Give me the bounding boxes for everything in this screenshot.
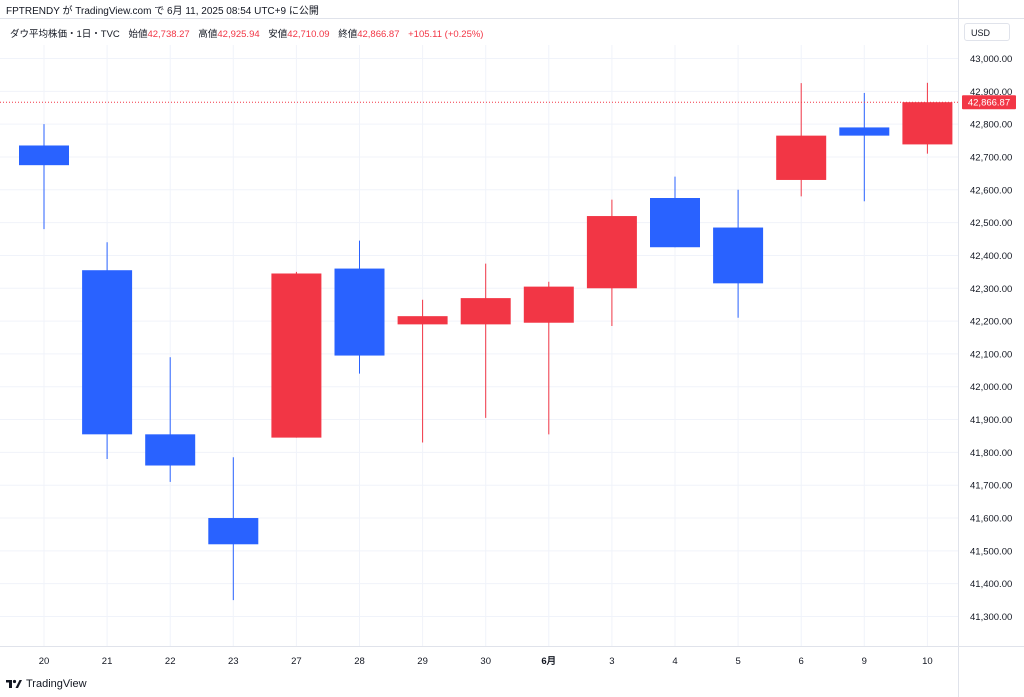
- y-tick-label: 42,500.00: [970, 218, 1012, 229]
- y-tick-label: 41,800.00: [970, 448, 1012, 459]
- last-price-badge: [962, 95, 1016, 110]
- x-tick-label: 20: [39, 656, 50, 667]
- candle-body: [208, 518, 259, 545]
- low-value: 42,710.09: [287, 29, 330, 40]
- candle-body: [397, 316, 448, 325]
- footer-brand: TradingView: [26, 678, 87, 690]
- candle-body: [82, 270, 133, 435]
- x-tick-label: 10: [922, 656, 933, 667]
- publish-particle-de: で: [154, 6, 165, 17]
- candle-body: [334, 268, 385, 356]
- y-tick-label: 42,800.00: [970, 120, 1012, 131]
- candle-body: [523, 286, 574, 323]
- y-tick-label: 41,600.00: [970, 514, 1012, 525]
- tradingview-logo-icon: [6, 679, 22, 688]
- candle-body: [460, 298, 511, 325]
- x-tick-label: 6: [799, 656, 804, 667]
- x-tick-label: 30: [480, 656, 491, 667]
- candle-body: [902, 102, 953, 145]
- site-name: TradingView.com: [75, 6, 152, 17]
- y-tick-label: 41,300.00: [970, 612, 1012, 623]
- x-tick-label: 23: [228, 656, 239, 667]
- open-label: 始値: [128, 29, 148, 40]
- publish-datetime: 6月 11, 2025 08:54 UTC+9: [167, 6, 287, 17]
- x-tick-label: 9: [862, 656, 867, 667]
- close-label: 終値: [338, 29, 358, 40]
- y-tick-label: 42,300.00: [970, 284, 1012, 295]
- x-tick-label: 29: [417, 656, 428, 667]
- author-name: FPTRENDY: [6, 6, 60, 17]
- y-tick-label: 41,400.00: [970, 579, 1012, 590]
- x-tick-label: 4: [672, 656, 677, 667]
- candle-body: [19, 145, 69, 166]
- y-tick-label: 41,900.00: [970, 415, 1012, 426]
- x-tick-label: 21: [102, 656, 113, 667]
- price-axis: 41,300.00 41,400.00 41,500.00 41,600.00 41,7…: [970, 54, 1012, 623]
- currency-button[interactable]: USD: [964, 23, 1010, 41]
- x-tick-label: 3: [609, 656, 614, 667]
- high-value: 42,925.94: [217, 29, 260, 40]
- y-tick-label: 41,700.00: [970, 481, 1012, 492]
- candle-body: [713, 227, 764, 284]
- x-tick-label: 22: [165, 656, 176, 667]
- y-tick-label: 41,500.00: [970, 546, 1012, 557]
- candles: [19, 82, 953, 601]
- candle-body: [776, 135, 827, 180]
- footer: TradingView: [6, 678, 87, 690]
- y-tick-label: 42,200.00: [970, 317, 1012, 328]
- y-tick-label: 42,700.00: [970, 152, 1012, 163]
- y-tick-label: 42,600.00: [970, 185, 1012, 196]
- publish-particle-ga: が: [62, 6, 73, 17]
- change-value: +105.11 (+0.25%): [408, 29, 484, 40]
- open-value: 42,738.27: [147, 29, 190, 40]
- y-tick-label: 43,000.00: [970, 54, 1012, 65]
- time-axis: 20 21 22 23 27 28 29 30 6月 3 4 5 6 9 10: [39, 656, 933, 667]
- y-tick-label: 42,900.00: [970, 87, 1012, 98]
- candle-body: [586, 216, 637, 289]
- low-label: 安値: [268, 29, 288, 40]
- publish-info: FPTRENDY が TradingView.com で 6月 11, 2025…: [6, 2, 319, 17]
- candle-body: [145, 434, 196, 466]
- candle-body: [650, 198, 700, 248]
- ohlc-legend: ダウ平均株価・1日・TVC 始値42,738.27 高値42,925.94 安値…: [10, 26, 483, 40]
- publish-suffix: に公開: [288, 6, 319, 17]
- x-tick-label: 6月: [541, 656, 556, 667]
- close-value: 42,866.87: [357, 29, 400, 40]
- candle-body: [839, 127, 890, 136]
- last-price-label: 42,866.87: [968, 98, 1010, 109]
- x-tick-label: 28: [354, 656, 365, 667]
- y-tick-label: 42,100.00: [970, 349, 1012, 360]
- y-tick-label: 42,000.00: [970, 382, 1012, 393]
- symbol-title[interactable]: ダウ平均株価・1日・TVC: [10, 29, 120, 40]
- high-label: 高値: [198, 29, 218, 40]
- x-tick-label: 5: [735, 656, 740, 667]
- x-tick-label: 27: [291, 656, 302, 667]
- candle-body: [271, 273, 322, 438]
- y-tick-label: 42,400.00: [970, 251, 1012, 262]
- last-price-marker: 42,866.87: [0, 95, 1016, 110]
